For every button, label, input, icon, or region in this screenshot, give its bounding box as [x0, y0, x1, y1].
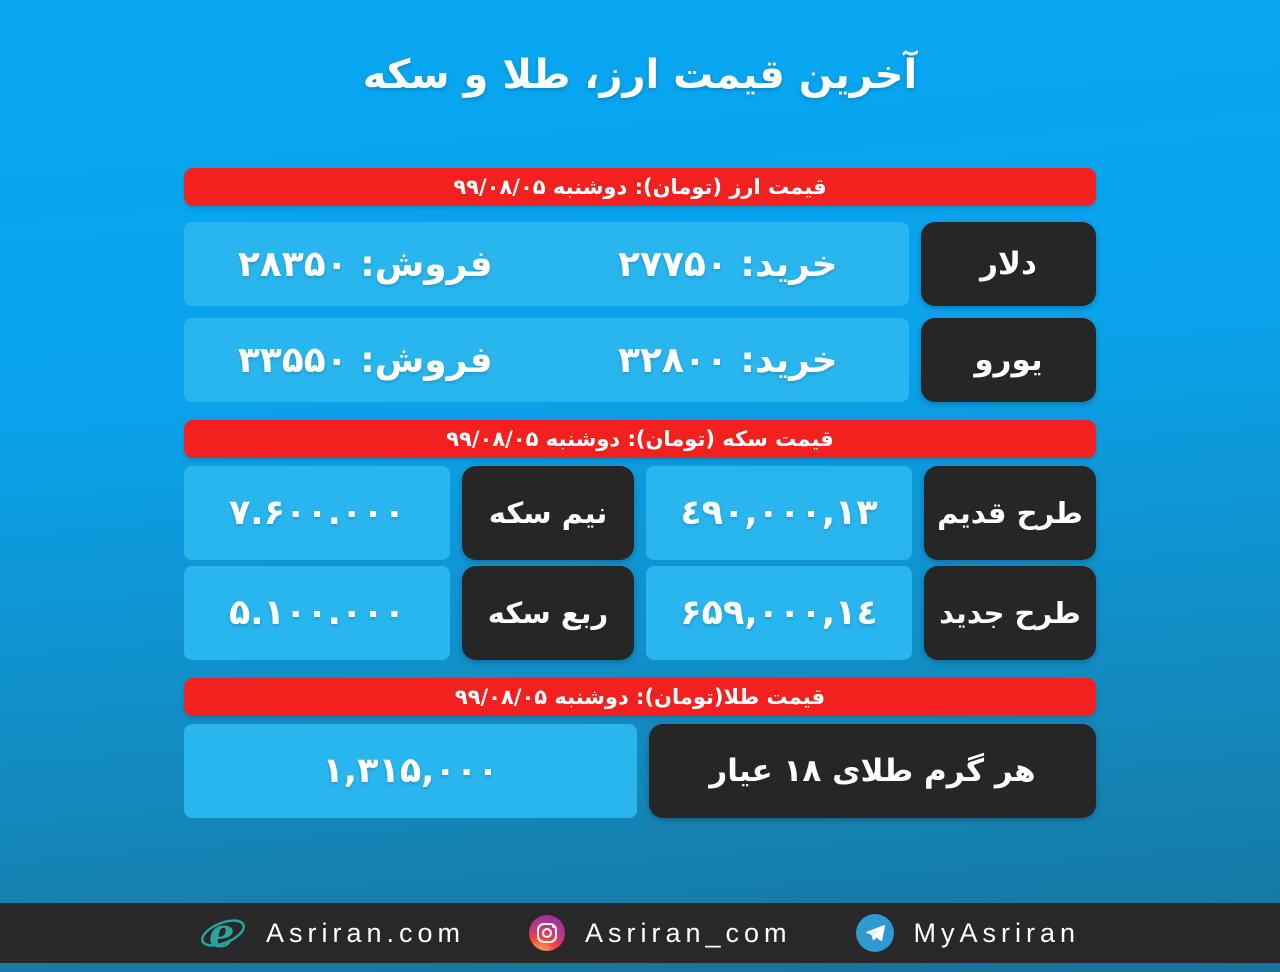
quarter-coin-price: ۵.۱۰۰.۰۰۰	[184, 566, 450, 660]
euro-values: خرید: ۳۲۸۰۰ فروش: ۳۳۵۵۰	[184, 318, 909, 402]
telegram-link[interactable]: MyAsriran	[855, 914, 1081, 952]
dollar-sell-value: فروش: ۲۸۳۵۰	[237, 243, 493, 285]
euro-label: یورو	[921, 318, 1096, 402]
dollar-values: خرید: ۲۷۷۵۰ فروش: ۲۸۳۵۰	[184, 222, 909, 306]
telegram-text: MyAsriran	[913, 917, 1081, 948]
dollar-row: دلار خرید: ۲۷۷۵۰ فروش: ۲۸۳۵۰	[184, 222, 1096, 306]
website-text: Asriran.com	[265, 917, 465, 948]
gold-price: ۱,۳۱۵,۰۰۰	[184, 724, 637, 818]
euro-buy-value: خرید: ۳۲۸۰۰	[618, 339, 838, 381]
instagram-text: Asriran_com	[584, 917, 792, 948]
footer-bar: e Asriran.com Asriran_com MyAsriran	[0, 903, 1280, 963]
new-design-label: طرح جدید	[924, 566, 1096, 660]
website-link[interactable]: e Asriran.com	[200, 910, 465, 957]
half-coin-price: ۷.۶۰۰.۰۰۰	[184, 466, 450, 560]
dollar-buy-value: خرید: ۲۷۷۵۰	[618, 243, 838, 285]
internet-explorer-icon: e	[200, 910, 246, 957]
page-title: آخرین قیمت ارز، طلا و سکه	[362, 52, 918, 98]
coin-row-old: طرح قدیم ۱۳,٤۹۰,۰۰۰ نیم سکه ۷.۶۰۰.۰۰۰	[184, 466, 1096, 560]
instagram-link[interactable]: Asriran_com	[528, 915, 792, 951]
instagram-icon	[528, 915, 565, 951]
dollar-label: دلار	[921, 222, 1096, 306]
coin-section-header: قیمت سکه (تومان): دوشنبه ۹۹/۰۸/۰۵	[184, 420, 1096, 458]
euro-row: یورو خرید: ۳۲۸۰۰ فروش: ۳۳۵۵۰	[184, 318, 1096, 402]
old-design-price: ۱۳,٤۹۰,۰۰۰	[646, 466, 912, 560]
gold-label: هر گرم طلای ۱۸ عیار	[649, 724, 1096, 818]
quarter-coin-label: ربع سکه	[462, 566, 634, 660]
old-design-label: طرح قدیم	[924, 466, 1096, 560]
svg-text:e: e	[209, 912, 234, 954]
currency-section-header: قیمت ارز (تومان): دوشنبه ۹۹/۰۸/۰۵	[184, 168, 1096, 206]
price-table: قیمت ارز (تومان): دوشنبه ۹۹/۰۸/۰۵ دلار خ…	[184, 168, 1096, 818]
telegram-icon	[855, 914, 894, 952]
euro-sell-value: فروش: ۳۳۵۵۰	[237, 339, 493, 381]
coin-row-new: طرح جدید ۱٤,۶۵۹,۰۰۰ ربع سکه ۵.۱۰۰.۰۰۰	[184, 566, 1096, 660]
gold-section-header: قیمت طلا(تومان): دوشنبه ۹۹/۰۸/۰۵	[184, 678, 1096, 716]
new-design-price: ۱٤,۶۵۹,۰۰۰	[646, 566, 912, 660]
half-coin-label: نیم سکه	[462, 466, 634, 560]
gold-row: هر گرم طلای ۱۸ عیار ۱,۳۱۵,۰۰۰	[184, 724, 1096, 818]
